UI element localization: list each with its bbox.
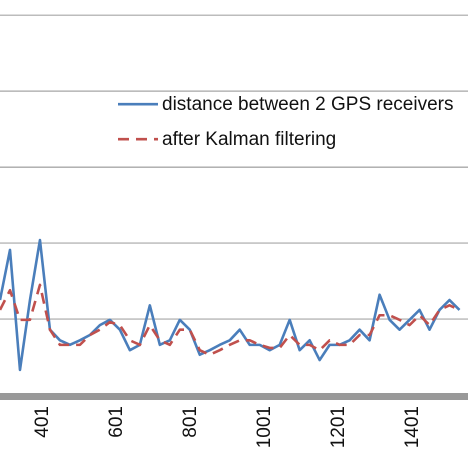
x-axis — [0, 393, 468, 400]
x-tick-label: 1001 — [254, 406, 275, 448]
x-tick-label: 801 — [180, 406, 201, 438]
legend-box — [0, 90, 468, 168]
x-tick-label: 601 — [106, 406, 127, 438]
x-tick-label: 1401 — [402, 406, 423, 448]
x-tick-label: 401 — [32, 406, 53, 438]
data-line — [0, 238, 461, 372]
data-line — [0, 283, 461, 357]
x-tick-label: 1201 — [328, 406, 349, 448]
legend-label: distance between 2 GPS receivers — [162, 94, 454, 115]
legend-label: after Kalman filtering — [162, 129, 336, 150]
